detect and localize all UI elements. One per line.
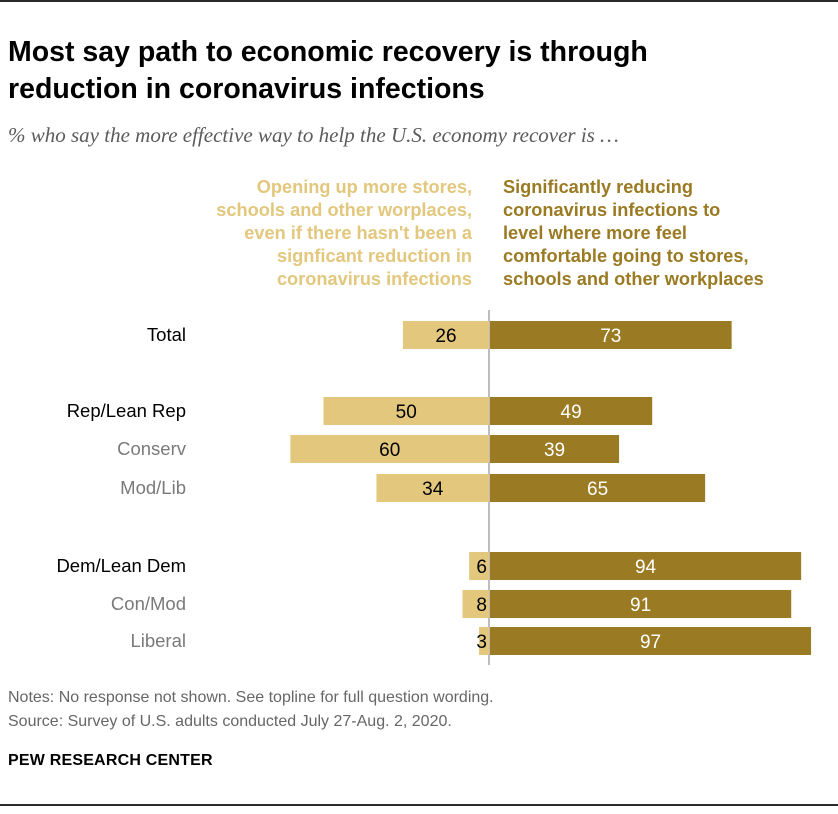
- chart-title: Most say path to economic recovery is th…: [8, 34, 808, 108]
- legend-opening-line-3: even if there hasn't been a: [244, 223, 472, 243]
- value-label-reducing: 65: [587, 479, 608, 500]
- bar-reducing: [490, 590, 792, 618]
- bar-opening: [469, 552, 489, 580]
- chart-title-line-1: Most say path to economic recovery is th…: [8, 36, 648, 68]
- category-label: Con/Mod: [111, 593, 186, 614]
- legend-reducing-line-1: Significantly reducing: [503, 177, 693, 197]
- legend-reducing-line-4: comfortable going to stores,: [503, 246, 749, 266]
- legend-opening-line-4: signficant reduction in: [276, 246, 472, 266]
- legend-reducing-line-3: level where more feel: [503, 223, 687, 243]
- bar-opening: [376, 474, 489, 502]
- source-text: Source: Survey of U.S. adults conducted …: [8, 713, 452, 730]
- value-label-opening: 8: [476, 595, 487, 616]
- chart-subtitle: % who say the more effective way to help…: [8, 123, 619, 147]
- category-label: Total: [147, 324, 186, 345]
- chart-notes: Notes: No response not shown. See toplin…: [8, 686, 494, 734]
- category-label: Conserv: [117, 438, 187, 459]
- value-label-opening: 50: [396, 402, 417, 423]
- bar-reducing: [490, 627, 812, 655]
- category-label: Mod/Lib: [120, 477, 186, 498]
- legend-opening-line-5: coronavirus infections: [276, 269, 472, 289]
- bar-opening: [479, 627, 489, 655]
- chart-title-line-2: reduction in coronavirus infections: [8, 73, 485, 105]
- bar-reducing: [490, 552, 802, 580]
- legend-reducing-line-5: schools and other workplaces: [503, 269, 764, 289]
- value-label-opening: 3: [476, 632, 487, 653]
- value-label-opening: 34: [422, 479, 444, 500]
- bar-opening: [290, 435, 489, 463]
- legend-reducing: Significantly reducing coronavirus infec…: [503, 176, 833, 291]
- legend-opening: Opening up more stores, schools and othe…: [142, 176, 472, 291]
- value-label-reducing: 97: [640, 632, 661, 653]
- bottom-rule: [0, 804, 838, 806]
- bar-reducing: [490, 321, 732, 349]
- bar-opening: [323, 397, 489, 425]
- bar-opening: [462, 590, 489, 618]
- value-label-reducing: 73: [600, 326, 621, 347]
- bar-reducing: [490, 397, 653, 425]
- value-label-opening: 6: [476, 557, 487, 578]
- value-label-reducing: 94: [635, 557, 657, 578]
- bar-reducing: [490, 435, 620, 463]
- value-label-opening: 26: [435, 326, 456, 347]
- value-label-reducing: 49: [561, 402, 582, 423]
- pew-research-center-logo: PEW RESEARCH CENTER: [8, 752, 213, 769]
- top-rule: [0, 0, 838, 2]
- notes-text: Notes: No response not shown. See toplin…: [8, 689, 494, 706]
- bar-opening: [402, 321, 489, 349]
- diverging-bar-chart: Total 26 73 Rep/Lean Rep 50 49 Conserv 60 39 Mod/…: [56, 310, 812, 665]
- category-label: Rep/Lean Rep: [67, 400, 186, 421]
- category-label: Liberal: [130, 630, 186, 651]
- value-label-reducing: 39: [544, 440, 565, 461]
- value-label-opening: 60: [379, 440, 400, 461]
- category-label: Dem/Lean Dem: [56, 555, 186, 576]
- value-label-reducing: 91: [630, 595, 651, 616]
- legend-opening-line-2: schools and other worplaces,: [216, 200, 472, 220]
- legend-opening-line-1: Opening up more stores,: [256, 177, 472, 197]
- bar-reducing: [490, 474, 706, 502]
- legend-reducing-line-2: coronavirus infections to: [503, 200, 721, 220]
